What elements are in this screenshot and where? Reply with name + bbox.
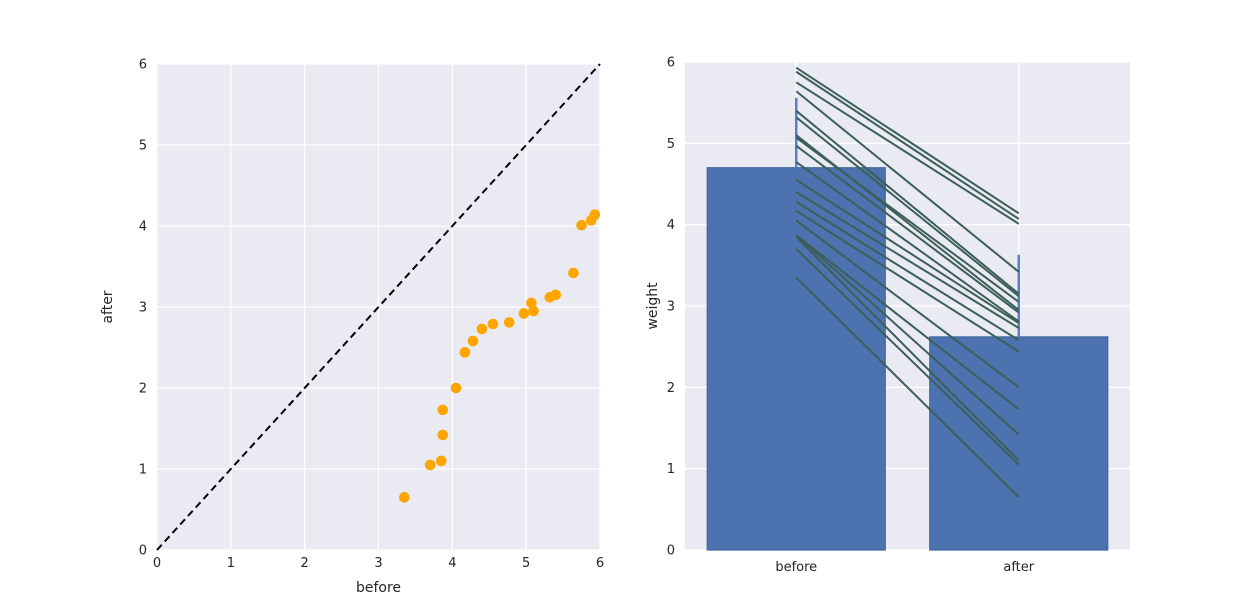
right-ylabel: weight [645, 282, 661, 330]
left-x-tick-label: 6 [596, 556, 604, 571]
right-y-tick-label: 1 [667, 462, 675, 477]
left-x-tick-label: 3 [374, 556, 382, 571]
right-y-tick-label: 0 [667, 544, 675, 559]
scatter-point [450, 382, 462, 394]
identity-dashed-line [156, 63, 601, 551]
bar-after [929, 336, 1109, 551]
paired-subject-line [795, 134, 1020, 311]
paired-subject-line [795, 276, 1020, 498]
scatter-point [568, 267, 579, 279]
paired-subject-line [795, 70, 1020, 220]
paired-subject-line [795, 236, 1020, 462]
paired-subject-line [795, 144, 1020, 314]
paired-subject-line [795, 116, 1020, 298]
right-y-tick-label: 3 [667, 300, 675, 315]
left-x-tick-label: 4 [448, 556, 456, 571]
left-y-tick-label: 6 [139, 58, 147, 73]
left-x-tick-label: 0 [153, 556, 161, 571]
left-y-tick-label: 5 [139, 139, 147, 154]
right-x-tick-label: before [775, 560, 817, 575]
right-x-tick-label: after [1003, 560, 1034, 575]
scatter-point [399, 492, 410, 503]
paired-subject-line [795, 191, 1020, 329]
paired-subject-line [795, 90, 1020, 273]
left-xlabel: before [356, 580, 401, 596]
left-x-tick-label: 1 [227, 556, 235, 571]
scatter-point [487, 318, 499, 330]
scatter-point [437, 429, 449, 441]
scatter-point [424, 459, 436, 471]
right-y-tick-label: 2 [667, 381, 675, 396]
scatter-point [528, 305, 539, 317]
paired-subject-line [795, 248, 1020, 466]
paired-subject-line [795, 234, 1020, 411]
left-y-tick-label: 0 [139, 544, 147, 559]
scatter-point [467, 335, 479, 347]
scatter-point [435, 455, 447, 467]
scatter-point [526, 297, 537, 309]
left-x-tick-label: 5 [522, 556, 530, 571]
right-y-tick-label: 5 [667, 137, 675, 152]
paired-subject-line [795, 201, 1020, 342]
scatter-point [550, 289, 561, 301]
paired-subject-line [795, 161, 1020, 323]
left-y-tick-label: 3 [139, 301, 147, 316]
scatter-point [576, 219, 587, 231]
scatter-point [503, 317, 515, 328]
scatter-point [518, 308, 530, 319]
left-x-tick-label: 2 [301, 556, 309, 571]
paired-subject-line [795, 66, 1020, 215]
scatter-point [589, 209, 601, 220]
scatter-point [476, 323, 488, 335]
paired-subject-line [795, 209, 1020, 353]
right-y-tick-label: 4 [667, 218, 675, 233]
bar-before [706, 167, 886, 551]
paired-subject-line [795, 179, 1020, 324]
left-y-tick-label: 4 [139, 220, 147, 235]
paired-subject-line [795, 110, 1020, 295]
paired-subject-line [795, 234, 1020, 436]
scatter-point [437, 404, 449, 416]
left-y-tick-label: 2 [139, 382, 147, 397]
paired-subject-line [795, 81, 1020, 225]
left-ylabel: after [100, 290, 116, 323]
scatter-point [459, 347, 471, 358]
right-y-tick-label: 6 [667, 56, 675, 71]
left-y-tick-label: 1 [139, 463, 147, 478]
paired-subject-line [795, 219, 1020, 389]
